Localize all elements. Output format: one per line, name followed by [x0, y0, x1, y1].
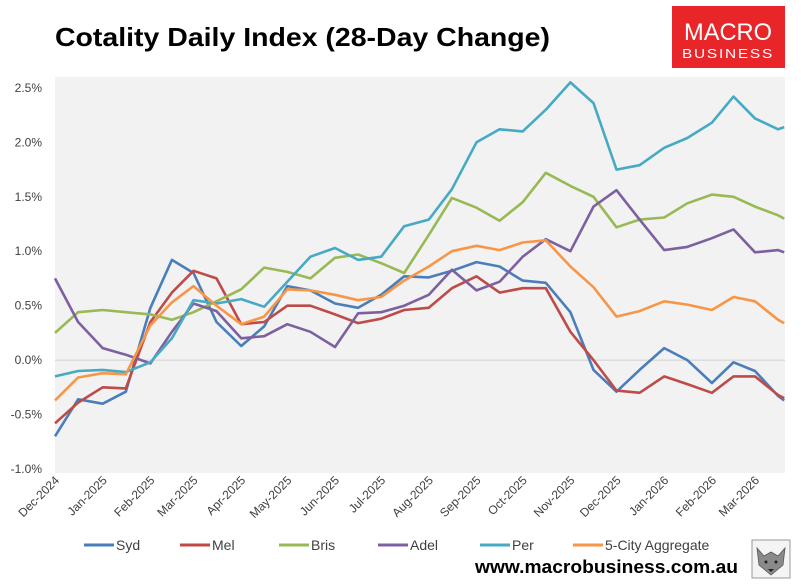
legend: Syd Mel Bris Adel Per 5-City Aggregate [84, 537, 709, 553]
x-tick-label: Jun-2025 [297, 473, 343, 519]
x-tick-label: Jul-2025 [346, 473, 389, 516]
x-tick-label: Jan-2026 [626, 473, 672, 519]
x-tick-label: May-2025 [247, 473, 295, 521]
series-line-syd [53, 258, 785, 437]
series-line-5-city-aggregate [54, 239, 785, 402]
y-tick-label: 1.5% [15, 190, 43, 204]
x-tick-label: Dec-2024 [15, 473, 62, 520]
website-url: www.macrobusiness.com.au [474, 557, 738, 577]
x-tick-label: Nov-2025 [531, 473, 578, 520]
x-tick-label: Dec-2025 [577, 473, 624, 520]
legend-item: Per [480, 537, 534, 553]
legend-label: Adel [410, 537, 438, 553]
legend-item: Mel [180, 537, 235, 553]
macrobusiness-logo: MACRO BUSINESS [672, 6, 785, 68]
x-tick-label: Sep-2025 [437, 473, 484, 520]
plot-area [55, 77, 785, 473]
y-tick-label: 1.0% [15, 244, 43, 258]
series-line-adel [53, 188, 785, 365]
logo-background [672, 6, 785, 68]
y-tick-label: -1.0% [11, 462, 43, 476]
legend-item: Syd [84, 537, 140, 553]
logo-line1: MACRO [684, 19, 772, 46]
x-tick-label: Feb-2025 [111, 473, 157, 519]
y-tick-label: -0.5% [11, 408, 43, 422]
series-lines [53, 81, 785, 437]
x-tick-label: Apr-2025 [203, 473, 248, 518]
y-tick-label: 2.0% [15, 135, 43, 149]
logo-line2: BUSINESS [682, 46, 774, 61]
chart-title: Cotality Daily Index (28-Day Change) [55, 22, 550, 52]
series-line-mel [54, 269, 785, 425]
series-line-per [54, 81, 785, 378]
x-tick-label: Mar-2025 [154, 473, 200, 519]
legend-label: Mel [212, 537, 235, 553]
x-tick-label: Aug-2025 [389, 473, 436, 520]
legend-item: 5-City Aggregate [573, 537, 709, 553]
wolf-icon [751, 539, 791, 579]
legend-label: Per [512, 537, 534, 553]
x-tick-label: Feb-2026 [673, 473, 719, 519]
y-tick-label: 0.0% [15, 353, 43, 367]
legend-item: Bris [279, 537, 335, 553]
x-tick-label: Oct-2025 [485, 473, 530, 518]
series-line-bris [54, 171, 785, 334]
legend-item: Adel [378, 537, 438, 553]
legend-label: 5-City Aggregate [605, 537, 709, 553]
y-tick-label: 0.5% [15, 299, 43, 313]
legend-label: Bris [311, 537, 335, 553]
x-tick-label: Jan-2025 [65, 473, 111, 519]
y-axis: -1.0% -0.5% 0.0% 0.5% 1.0% 1.5% 2.0% 2.5% [11, 81, 785, 476]
x-tick-label: Mar-2026 [716, 473, 762, 519]
y-tick-label: 2.5% [15, 81, 43, 95]
legend-label: Syd [116, 537, 140, 553]
